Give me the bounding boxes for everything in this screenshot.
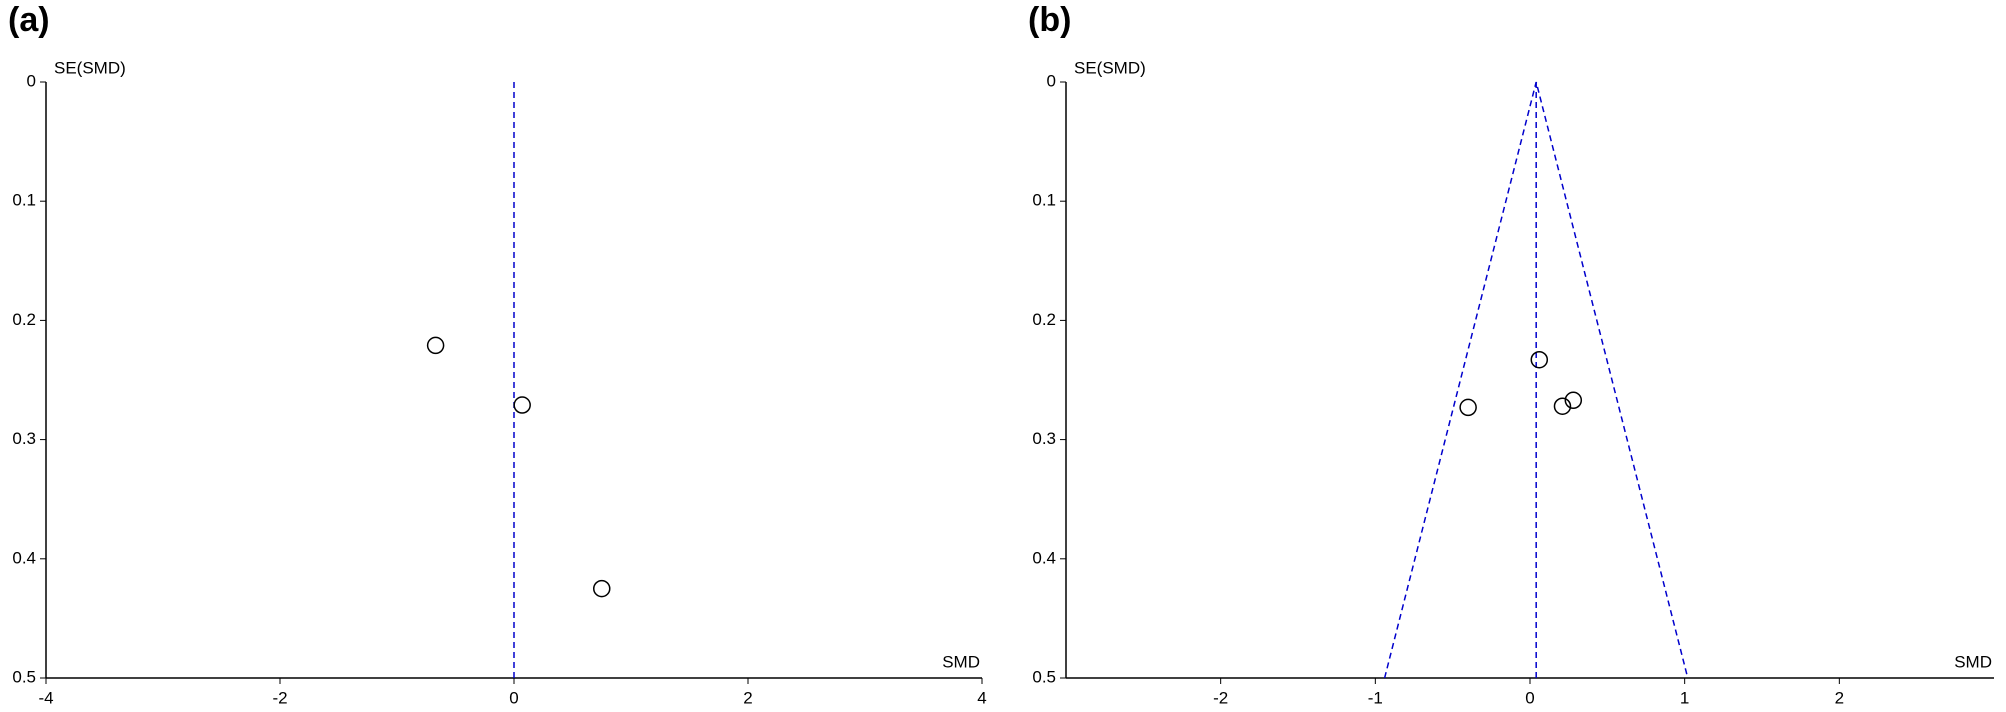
- study-point: [1553, 397, 1572, 415]
- y-tick-label: 0.5: [1032, 667, 1056, 686]
- x-axis-label: SMD: [942, 652, 980, 671]
- y-axis-label: SE(SMD): [1074, 58, 1146, 77]
- x-tick-label: 2: [743, 688, 752, 707]
- y-tick-label: 0.2: [1032, 310, 1056, 329]
- study-point: [593, 579, 611, 598]
- study-point: [1459, 398, 1477, 417]
- y-tick-label: 0.3: [1032, 429, 1056, 448]
- y-axis-label: SE(SMD): [54, 58, 126, 77]
- y-tick-label: 0.3: [12, 429, 36, 448]
- y-tick-label: 0: [27, 71, 36, 90]
- x-tick-label: 4: [977, 688, 986, 707]
- y-tick-label: 0: [1047, 71, 1056, 90]
- y-tick-label: 0.5: [12, 667, 36, 686]
- study-point: [1564, 391, 1583, 410]
- y-tick-label: 0.1: [12, 191, 36, 210]
- x-axis-label: SMD: [1954, 652, 1992, 671]
- study-point: [1530, 350, 1549, 369]
- x-tick-label: -2: [272, 688, 287, 707]
- y-tick-label: 0.1: [1032, 191, 1056, 210]
- x-tick-label: 0: [1525, 688, 1534, 707]
- x-tick-label: 1: [1680, 688, 1689, 707]
- y-tick-label: 0.4: [12, 548, 36, 567]
- y-tick-label: 0.2: [12, 310, 36, 329]
- study-point: [513, 396, 531, 414]
- panel-label: (a): [8, 1, 50, 39]
- x-tick-label: -1: [1368, 688, 1383, 707]
- funnel-line: [1383, 81, 1689, 679]
- panel-label: (b): [1028, 1, 1071, 39]
- study-point: [426, 336, 445, 355]
- x-tick-label: 2: [1835, 688, 1844, 707]
- x-tick-label: 0: [509, 688, 518, 707]
- x-tick-label: -2: [1213, 688, 1228, 707]
- y-tick-label: 0.4: [1032, 548, 1056, 567]
- x-tick-label: -4: [38, 688, 53, 707]
